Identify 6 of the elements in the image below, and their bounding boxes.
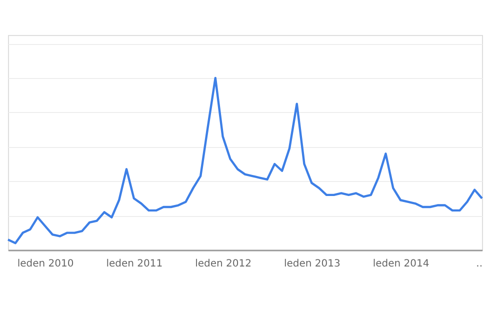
x-tick-label: leden 2012 (195, 258, 252, 270)
x-tick-label: leden 2011 (106, 258, 163, 270)
x-tick-label: .. (476, 258, 482, 270)
x-tick-label: leden 2013 (284, 258, 340, 270)
x-tick-label: leden 2014 (372, 258, 430, 270)
x-tick-label: leden 2010 (17, 258, 74, 270)
